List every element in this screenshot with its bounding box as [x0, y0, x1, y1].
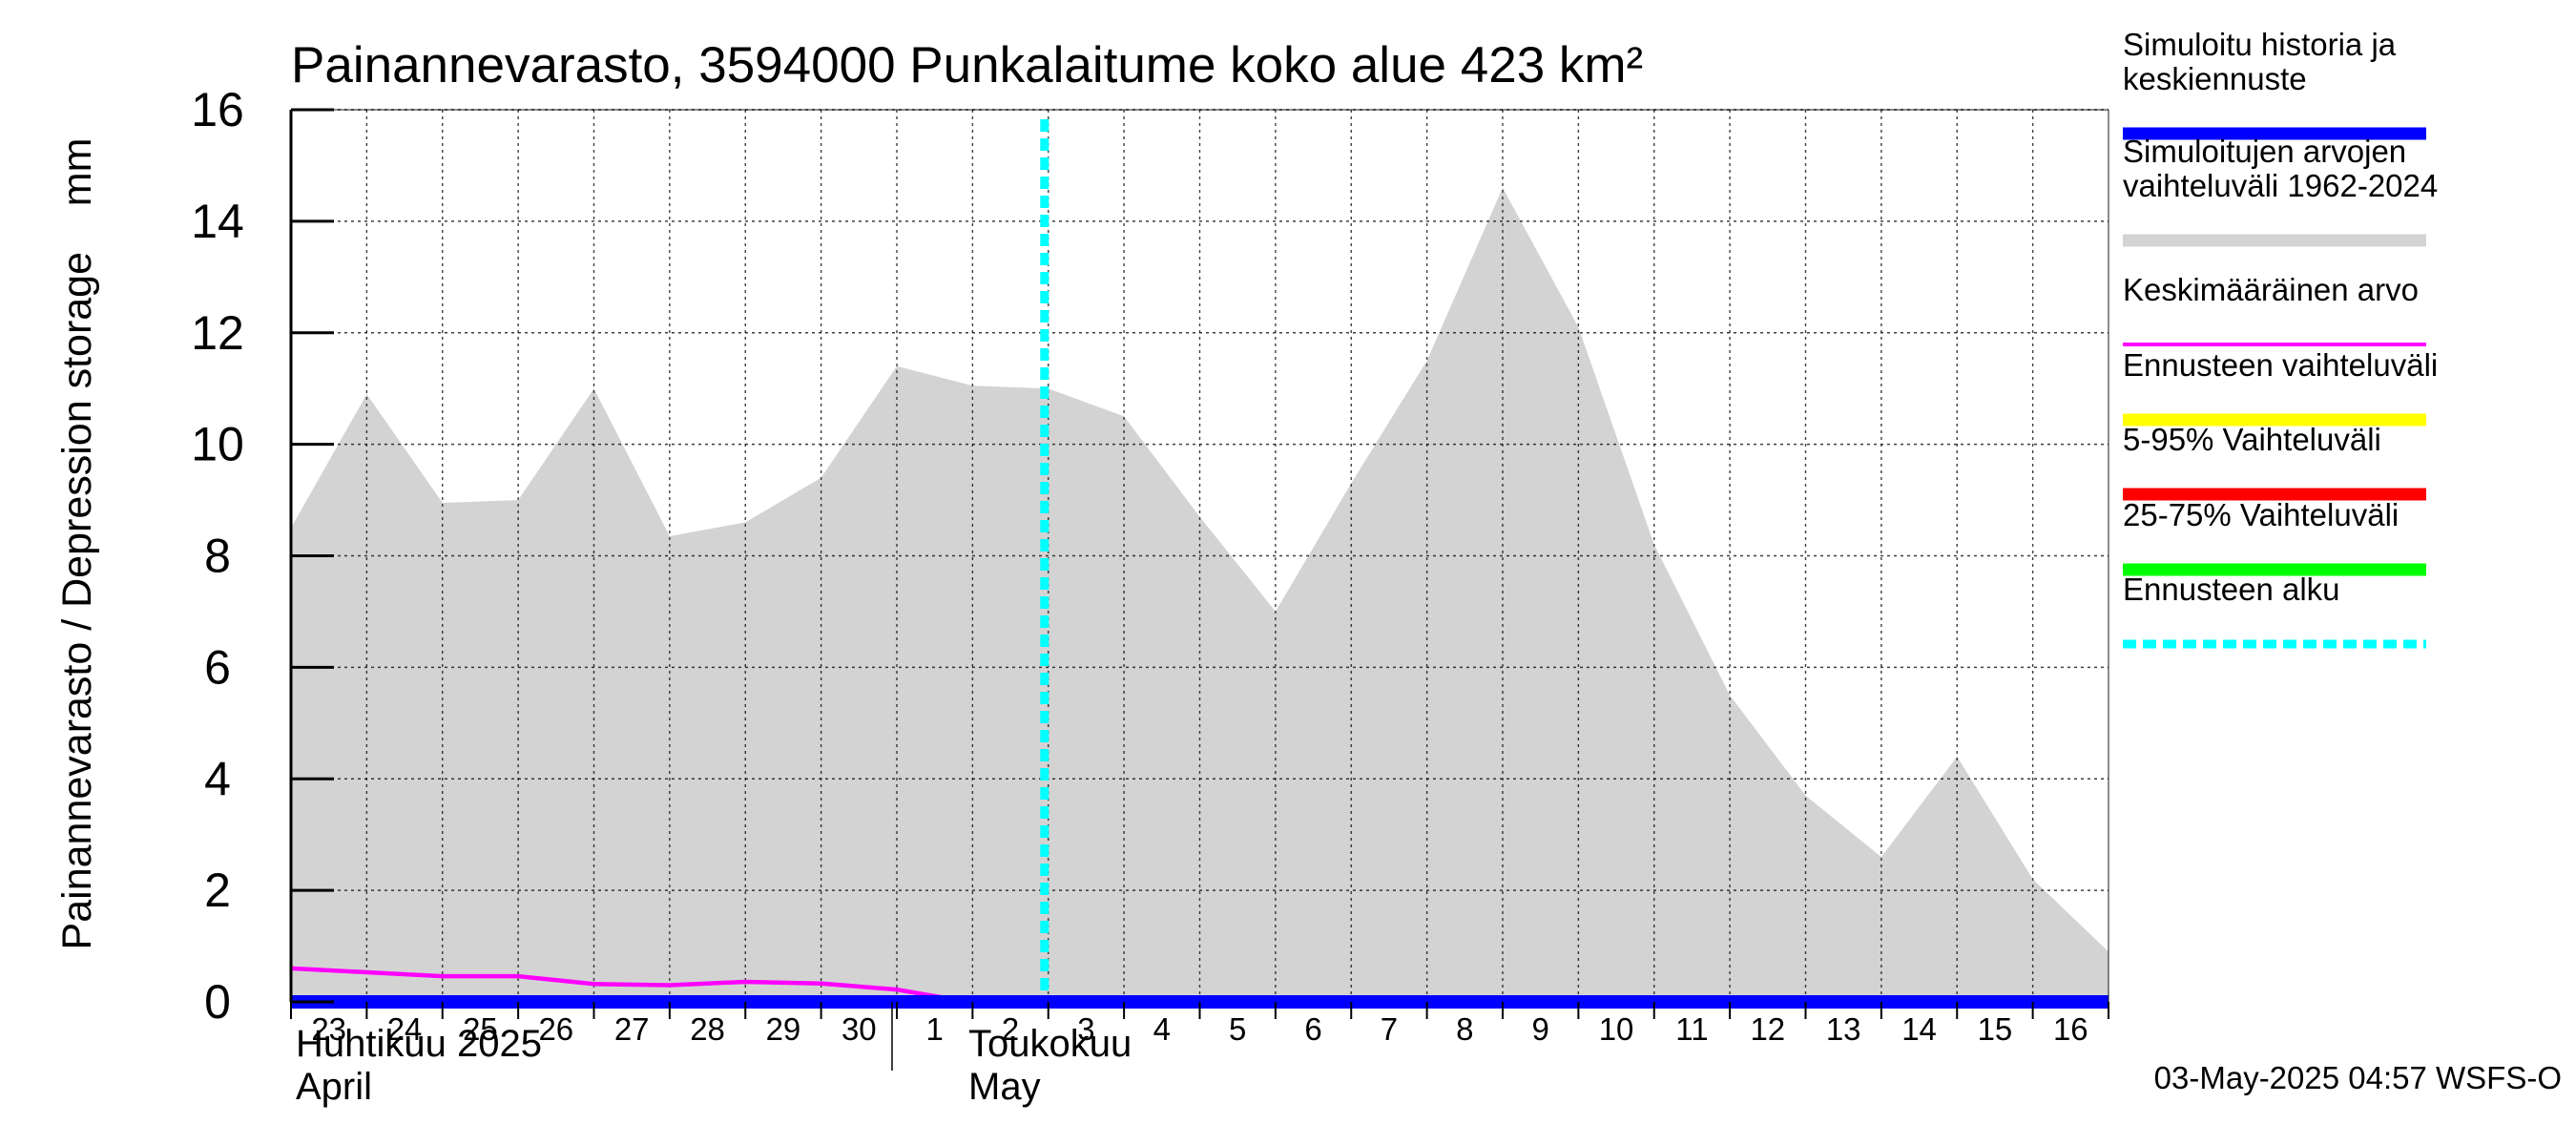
- month-label-en: April: [296, 1066, 372, 1108]
- x-tick-label: 27: [614, 1011, 650, 1047]
- month-label-fi: Huhtikuu 2025: [296, 1023, 542, 1065]
- x-tick-label: 30: [841, 1011, 877, 1047]
- y-tick-label: 4: [204, 752, 231, 805]
- x-tick-label: 14: [1901, 1011, 1937, 1047]
- y-tick-label: 2: [204, 864, 231, 917]
- legend-label: 5-95% Vaihteluväli: [2123, 422, 2381, 457]
- x-tick-label: 24: [387, 1011, 423, 1047]
- y-tick-label: 6: [204, 640, 231, 694]
- legend-label: Simuloitujen arvojen: [2123, 134, 2406, 169]
- x-tick-label: 9: [1532, 1011, 1549, 1047]
- month-label-en: May: [968, 1066, 1041, 1108]
- y-tick-label: 10: [191, 418, 244, 471]
- x-tick-label: 4: [1153, 1011, 1171, 1047]
- legend-label: 25-75% Vaihteluväli: [2123, 497, 2399, 532]
- legend-label: Simuloitu historia ja: [2123, 27, 2397, 62]
- legend-label: Keskimääräinen arvo: [2123, 272, 2419, 307]
- chart-title: Painannevarasto, 3594000 Punkalaitume ko…: [291, 37, 1643, 94]
- x-tick-label: 12: [1750, 1011, 1785, 1047]
- y-tick-label: 12: [191, 306, 244, 360]
- legend-label: keskiennuste: [2123, 61, 2307, 96]
- x-tick-label: 13: [1826, 1011, 1861, 1047]
- x-tick-label: 29: [766, 1011, 801, 1047]
- x-tick-label: 6: [1304, 1011, 1321, 1047]
- x-tick-label: 23: [311, 1011, 346, 1047]
- x-tick-label: 1: [926, 1011, 944, 1047]
- x-tick-label: 8: [1456, 1011, 1473, 1047]
- x-tick-label: 10: [1599, 1011, 1634, 1047]
- legend-label: Ennusteen vaihteluväli: [2123, 347, 2438, 383]
- y-tick-label: 0: [204, 975, 231, 1029]
- x-tick-label: 5: [1229, 1011, 1246, 1047]
- x-tick-label: 2: [1002, 1011, 1019, 1047]
- timestamp: 03-May-2025 04:57 WSFS-O: [2154, 1060, 2562, 1095]
- y-tick-label: 14: [191, 195, 244, 248]
- x-tick-label: 7: [1381, 1011, 1398, 1047]
- y-tick-label: 8: [204, 530, 231, 583]
- x-tick-label: 16: [2053, 1011, 2088, 1047]
- legend-label: Ennusteen alku: [2123, 572, 2340, 607]
- y-axis-label: Painannevarasto / Depression storage mm: [54, 138, 100, 950]
- y-tick-label: 16: [191, 83, 244, 136]
- x-tick-label: 11: [1675, 1011, 1708, 1047]
- x-tick-label: 25: [463, 1011, 498, 1047]
- x-tick-label: 3: [1077, 1011, 1094, 1047]
- x-tick-label: 26: [538, 1011, 573, 1047]
- legend-label: vaihteluväli 1962-2024: [2123, 168, 2438, 203]
- month-label-fi: Toukokuu: [968, 1023, 1132, 1065]
- x-tick-label: 28: [690, 1011, 725, 1047]
- x-tick-label: 15: [1978, 1011, 2013, 1047]
